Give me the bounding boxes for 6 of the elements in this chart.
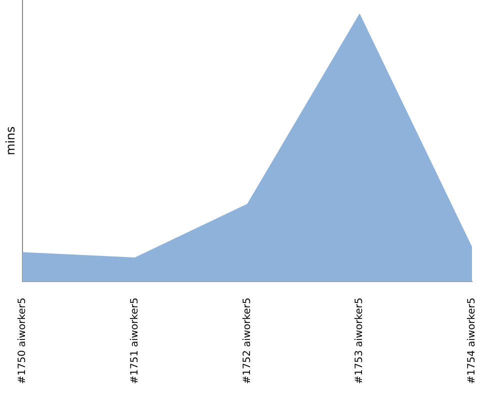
- x-tick-label: #1752 aiworker5: [242, 298, 253, 384]
- x-tick-label: #1750 aiworker5: [16, 298, 28, 384]
- y-axis-title: mins: [3, 126, 18, 156]
- x-tick-label: #1751 aiworker5: [129, 298, 140, 384]
- x-tick-label: #1754 aiworker5: [466, 298, 478, 384]
- x-tick-label: #1753 aiworker5: [354, 298, 366, 384]
